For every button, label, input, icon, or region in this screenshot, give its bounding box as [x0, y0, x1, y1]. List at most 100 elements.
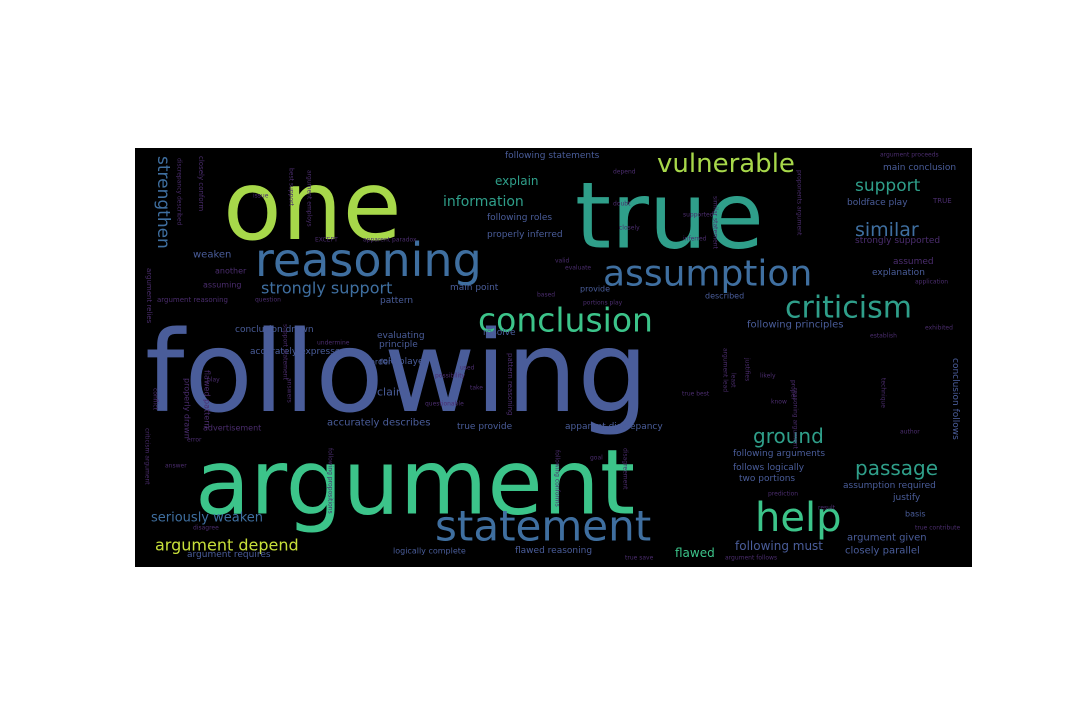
word-closely: closely [619, 225, 640, 232]
word-similar: similar [855, 219, 919, 241]
word-following-must: following must [735, 539, 823, 553]
word-discrepancy-described: discrepancy described [176, 158, 183, 226]
word-main-conclusion: main conclusion [883, 163, 956, 173]
word-disagree: disagree [193, 525, 219, 532]
word-described: described [705, 292, 744, 301]
word-strongly-supported: strongly supported [855, 236, 940, 246]
word-best-support: best support [288, 168, 295, 207]
word-question: question [255, 297, 281, 304]
word-criticism: criticism [785, 291, 912, 326]
word-help: help [755, 495, 841, 541]
word-argument-employs: argument employs [306, 170, 313, 227]
word-following-arguments: following arguments [733, 449, 825, 459]
word-prediction: prediction [768, 491, 798, 498]
word-accurately-expresses: accurately expresses [250, 347, 345, 357]
word-argument-follows: argument follows [725, 555, 777, 562]
word-similar-statement: similar statement [712, 196, 719, 250]
word-play: play [207, 377, 220, 384]
word-accurately-describes: accurately describes [327, 418, 430, 429]
word-passage: passage [855, 456, 938, 480]
word-establish: establish [870, 333, 897, 340]
word-answer: answer [165, 463, 187, 470]
word-true: true [575, 163, 764, 270]
word-evaluate: evaluate [565, 265, 591, 272]
word-assumption-required: assumption required [843, 481, 936, 491]
word-disagreement: disagreement [622, 448, 629, 490]
word-follows-logically: follows logically [733, 463, 805, 473]
word-exhibited: exhibited [925, 325, 953, 332]
word-assumed: assumed [893, 257, 934, 267]
word-reasoning-argument: reasoning argument [792, 388, 799, 449]
word-argument-reasoning: argument reasoning [157, 296, 228, 304]
word-following-conforms: following conforms [554, 450, 561, 507]
word-main-point: main point [450, 283, 499, 293]
word-following-propositions: following propositions [327, 448, 334, 514]
word-proponents-argument: proponents argument [796, 170, 803, 236]
word-portions-play: portions play [583, 300, 623, 307]
word-claim: claim [377, 386, 407, 399]
word-proper: proper [790, 380, 797, 400]
word-order: order [370, 358, 392, 367]
word-based: based [537, 292, 555, 299]
word-goal: goal [590, 455, 603, 462]
word-author: author [900, 429, 920, 436]
word-evaluating: evaluating [377, 331, 425, 341]
word-argument-given: argument given [847, 533, 927, 544]
word-argument-requires: argument requires [187, 550, 271, 560]
word-assuming: assuming [203, 281, 241, 290]
word-vulnerable: vulnerable [657, 149, 795, 179]
word-one: one [223, 150, 402, 262]
word-valid: valid [555, 258, 570, 265]
word-conflict: conflict [152, 388, 159, 411]
word-seriously-weaken: seriously weaken [151, 511, 263, 526]
word-following: following [145, 308, 649, 438]
word-strongly-support: strongly support [261, 279, 392, 298]
word-explanation: explanation [872, 268, 925, 278]
word-flawed-reasoning: flawed reasoning [515, 546, 592, 556]
word-ground: ground [753, 424, 824, 448]
word-apparent-discrepancy: apparent discrepancy [565, 422, 663, 432]
word-pattern: pattern [380, 296, 413, 306]
word-properly-inferred: properly inferred [487, 230, 563, 240]
word-used: used [460, 365, 475, 372]
word-true-save: true save [625, 555, 654, 562]
word-resolve: resolve [483, 328, 516, 338]
word-conclusion-drawn: conclusion drawn [235, 325, 314, 335]
word-take: take [470, 385, 483, 392]
word-weaken: weaken [193, 250, 231, 261]
word-least: least [730, 373, 737, 388]
word-argument: argument [195, 431, 635, 536]
word-issue: issue [253, 193, 269, 200]
word-provide: provide [580, 285, 610, 294]
word-likely: likely [760, 373, 776, 380]
word-following-statements: following statements [505, 151, 600, 161]
word-technique: technique [880, 378, 887, 408]
word-logically-complete: logically complete [393, 547, 466, 556]
word-argument-proceeds: argument proceeds [880, 152, 939, 159]
word-basis: basis [905, 510, 926, 519]
word-pattern-reasoning: pattern reasoning [506, 353, 514, 415]
word-argument-lead: argument lead [722, 348, 729, 392]
word-principle: principle [379, 340, 418, 350]
word-argument-relies: argument relies [145, 268, 153, 324]
word-true-contribute: true contribute [915, 525, 960, 532]
word-answers: answers [286, 378, 293, 403]
word-assumption: assumption [603, 254, 812, 295]
word-cloud: following argument one true reasoning stateme… [135, 148, 972, 567]
word-error: error [187, 437, 202, 444]
word-conclusion-follows: conclusion follows [950, 358, 960, 440]
word-support: support [855, 176, 921, 196]
word-strengthen: strengthen [153, 156, 173, 249]
word-know: know [771, 399, 787, 406]
word-undermine: undermine [317, 340, 350, 347]
word-flawed: flawed [675, 546, 715, 560]
word-boldface-play: boldface play [847, 198, 908, 208]
word-doubt: doubt [613, 201, 631, 208]
word-application: application [915, 279, 948, 286]
word-true-best: true best [682, 391, 710, 398]
word-another: another [215, 267, 247, 276]
word-apparent-paradox: apparent paradox [363, 237, 417, 244]
word-statement: statement [435, 502, 651, 551]
word-justify: justify [892, 493, 921, 503]
